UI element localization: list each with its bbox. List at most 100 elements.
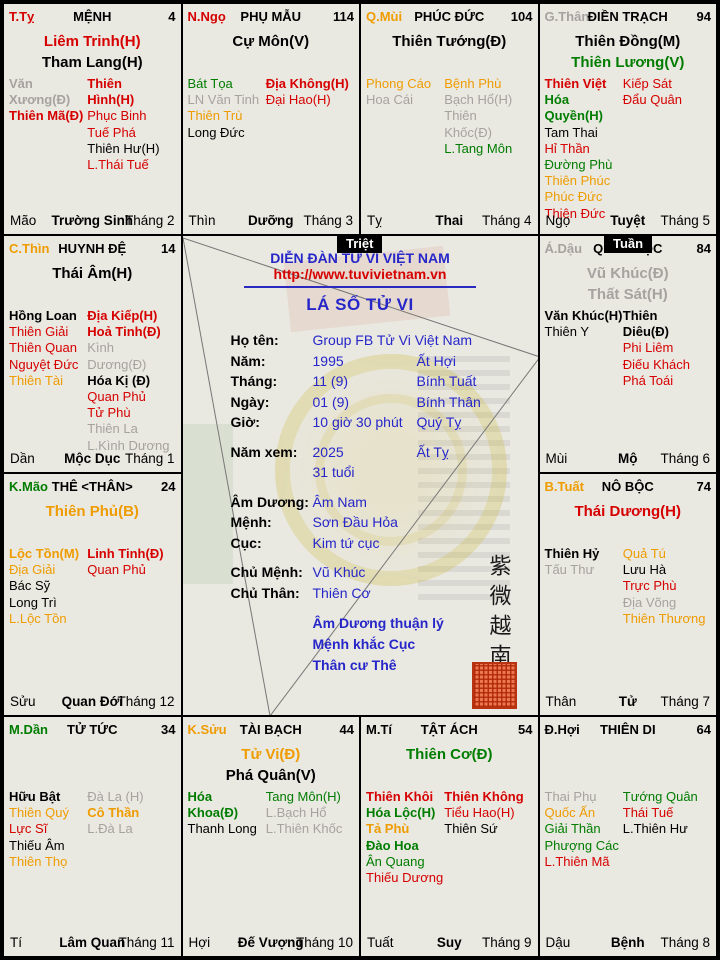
minor-stars-left: Bát Tọa LN Văn Tinh Thiên Trù Long Đức [188, 76, 266, 141]
palace-header: K.Sửu TÀI BẠCH 44 [183, 717, 360, 741]
palace-age-number: 14 [161, 241, 176, 256]
footer-life-stage: Đế Vượng [237, 935, 304, 950]
palace-age-number: 84 [696, 241, 711, 256]
info-label: Năm xem: [230, 443, 298, 460]
palace-header: T.Tỵ MỆNH 4 [4, 4, 181, 28]
minor-star: Văn Khúc(H) [544, 308, 623, 323]
info-row: Cục: Kim tứ cục [231, 533, 538, 554]
palace-name: TỬ TỨC [67, 722, 118, 737]
footer-month: Tháng 3 [303, 213, 353, 228]
major-stars: Cự Môn(V) [183, 28, 360, 76]
info-value: Thiên Cơ [312, 584, 371, 601]
minor-stars-left: Phong Cáo Hoa Cái [366, 76, 444, 157]
palace-branch-label: C.Thìn [9, 241, 50, 256]
palace-cell-hoi: Đ.Hợi THIÊN DI 64 Thai Phụ Quốc Ấn Giải Thần P… [538, 716, 717, 957]
minor-star: L.Thiên Mã [544, 853, 610, 869]
info-extra: Ất Hợi [416, 352, 457, 369]
minor-star: Hữu Bật [9, 789, 61, 804]
palace-footer: Sửu Quan Đới Tháng 12 [10, 692, 175, 709]
palace-header: M.Tí TẬT ÁCH 54 [361, 717, 538, 741]
minor-star: Tả Phù [366, 821, 410, 837]
minor-stars-right: Địa Không(H) Đại Hao(H) [266, 76, 349, 141]
minor-star: Long Đức [187, 124, 245, 140]
minor-stars-right: Tướng Quân Thái Tuế L.Thiên Hư [623, 789, 706, 870]
footer-branch: Thân [545, 694, 577, 709]
palace-age-number: 34 [161, 722, 176, 737]
minor-star: Địa Không(H) [265, 76, 349, 91]
minor-stars: Văn Khúc(H) Thiên Y Thiên Diêu(Đ) Phi Liêm Đ… [540, 308, 717, 389]
palace-age-number: 114 [333, 9, 354, 24]
minor-star: Phi Liêm [622, 340, 674, 356]
palace-footer: Ngọ Tuyệt Tháng 5 [546, 211, 711, 228]
minor-star: Thiếu Âm [9, 837, 65, 853]
minor-star: Hỉ Thần [544, 140, 590, 156]
info-row: Năm: 1995 Ất Hợi [231, 351, 538, 372]
minor-stars-right: Bệnh Phù Bạch Hổ(H) Thiên Khốc(Đ) L.Tang Mô… [444, 76, 527, 157]
footer-month: Tháng 9 [481, 935, 532, 950]
info-value: 01 (9) [312, 393, 350, 410]
info-value: Sơn Đầu Hỏa [312, 514, 398, 530]
minor-star: Tấu Thư [544, 562, 595, 578]
footer-life-stage: Trường Sinh [51, 213, 134, 228]
footer-branch: Thìn [188, 213, 216, 228]
minor-star: Thiên La [87, 421, 138, 437]
palace-cell-suu: K.Sửu TÀI BẠCH 44 Tử Vi(Đ) Phá Quân(V) Hóa Kh… [181, 716, 360, 957]
info-row: Tháng: 11 (9) Bính Tuất [231, 371, 538, 392]
minor-star: Thái Tuế [622, 805, 674, 821]
minor-star: Thiên Tài [9, 372, 63, 388]
forum-url-link[interactable]: http://www.tuvivietnam.vn [273, 266, 447, 282]
minor-stars: Thai Phụ Quốc Ấn Giải Thần Phượng Các L.Thiê… [540, 789, 717, 870]
palace-footer: Dậu Bệnh Tháng 8 [546, 933, 711, 950]
info-label: Âm Dương: [230, 493, 309, 510]
info-row: Chủ Thân: Thiên Cơ [231, 583, 538, 604]
palace-header: G.Thân ĐIỀN TRẠCH 94 [540, 4, 717, 28]
minor-star: Lực Sĩ [9, 821, 48, 837]
minor-star: Phá Toái [622, 372, 674, 388]
info-row: Âm Dương: Âm Nam [231, 492, 538, 513]
minor-star: Thiên Trù [187, 108, 243, 124]
info-row: Năm xem: 2025 Ất Tỵ [231, 442, 538, 463]
palace-header: C.Thìn HUYNH ĐỆ 14 [4, 236, 181, 260]
minor-star: Quan Phủ [87, 562, 146, 578]
palace-age-number: 104 [510, 9, 533, 24]
palace-footer: Thìn Dưỡng Tháng 3 [189, 211, 354, 228]
palace-name: THÊ <THÂN> [51, 479, 133, 494]
minor-star: Thiên Giải [9, 324, 69, 340]
minor-star: Đà La (H) [87, 789, 144, 804]
footer-branch: Ngọ [545, 213, 571, 228]
footer-branch: Hợi [188, 935, 211, 950]
minor-star: Hóa Khoa(Đ) [187, 789, 239, 821]
info-value: 10 giờ 30 phút [312, 414, 403, 430]
palace-name: THIÊN DI [599, 722, 656, 737]
palace-branch-label: N.Ngọ [187, 9, 226, 24]
info-label: Họ tên: [230, 332, 279, 348]
major-stars: Liêm Trinh(H) Tham Lang(H) [4, 28, 181, 76]
major-stars: Thiên Cơ(Đ) [361, 741, 538, 789]
tuan-badge: Tuần [604, 234, 653, 253]
palace-footer: Tỵ Thai Tháng 4 [367, 211, 532, 228]
footer-life-stage: Tuyệt [610, 213, 646, 228]
palace-cell-thin: C.Thìn HUYNH ĐỆ 14 Thái Âm(H) Hồng Loan Thiên… [3, 235, 182, 473]
palace-grid: T.Tỵ MỆNH 4 Liêm Trinh(H) Tham Lang(H) Văn Xư… [3, 3, 717, 957]
minor-star: Thiên Hỷ [544, 546, 600, 561]
palace-footer: Dần Mộc Dục Tháng 1 [10, 449, 175, 466]
minor-star: Đào Hoa [366, 837, 419, 853]
info-label: Cục: [230, 534, 262, 551]
major-star: Thái Âm(H) [52, 265, 133, 282]
palace-header: B.Tuất NÔ BỘC 74 [540, 474, 717, 498]
major-star: Thiên Tướng(Đ) [392, 33, 507, 50]
chart-title: LÁ SỐ TỬ VI [306, 295, 414, 314]
palace-branch-label: M.Tí [366, 722, 392, 737]
palace-cell-mui: Q.Mùi PHÚC ĐỨC 104 Thiên Tướng(Đ) Phong Cáo H… [360, 3, 539, 235]
minor-star: Thiên Thương [622, 610, 706, 626]
minor-star: Tử Phù [87, 405, 131, 421]
minor-star: Đại Hao(H) [265, 92, 331, 108]
minor-star: Quan Phủ [87, 389, 146, 405]
minor-star: Văn Xương(Đ) [9, 76, 71, 108]
minor-star: Bát Tọa [187, 76, 233, 91]
major-stars: Thái Âm(H) [4, 260, 181, 308]
minor-star: Địa Kiếp(H) [87, 308, 158, 323]
minor-star: Địa Võng [622, 594, 677, 610]
minor-stars: Hóa Khoa(Đ) Thanh Long Tang Môn(H) L.Bạch H… [183, 789, 360, 838]
minor-star: Hóa Lộc(H) [366, 805, 436, 821]
